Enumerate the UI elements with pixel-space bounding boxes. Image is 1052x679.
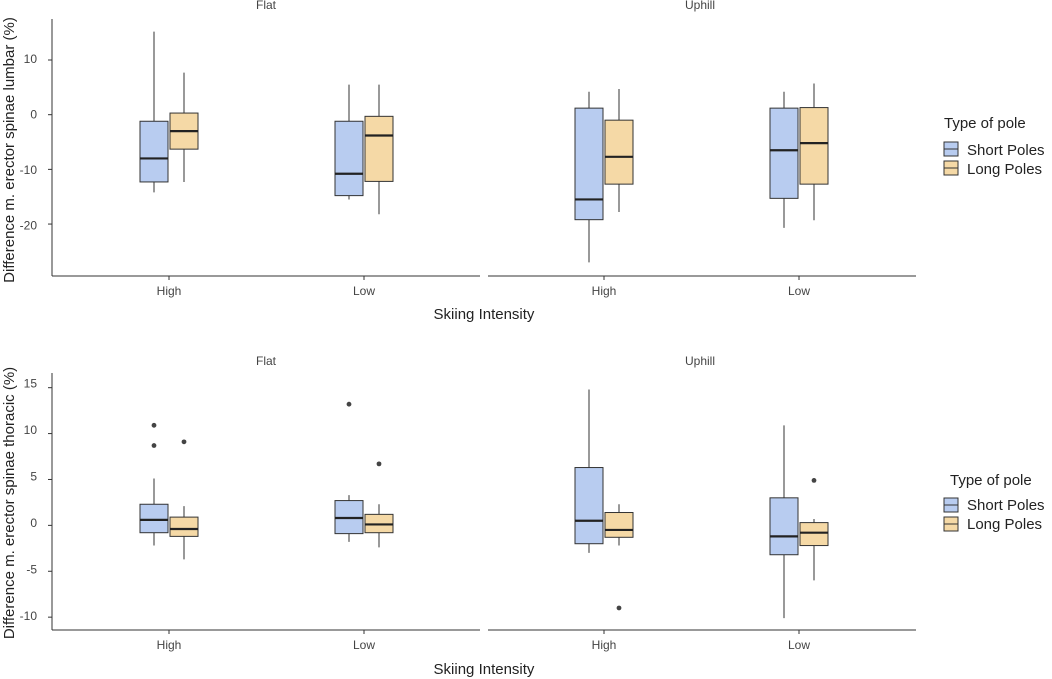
box-short-poles-flat-low bbox=[334, 401, 364, 542]
lumbar-chart: Flat Uphill 10 0 -10 -20 High Low High L… bbox=[1, 0, 1045, 323]
y-axis-title: Difference m. erector spinae lumbar (%) bbox=[1, 17, 18, 283]
panel-strip-uphill: Uphill bbox=[685, 354, 715, 368]
panel-strip-flat: Flat bbox=[256, 0, 277, 12]
outlier-point bbox=[376, 461, 382, 467]
legend-label-short-poles: Short Poles bbox=[967, 142, 1045, 159]
legend-label-long-poles: Long Poles bbox=[967, 516, 1042, 533]
x-tick-label: High bbox=[157, 284, 182, 298]
y-tick-label: 10 bbox=[24, 423, 38, 437]
outlier-point bbox=[811, 477, 817, 483]
x-tick-label: High bbox=[157, 638, 182, 652]
legend-title: Type of pole bbox=[950, 472, 1032, 489]
y-tick-label: 10 bbox=[24, 52, 38, 66]
box-body bbox=[769, 497, 799, 556]
y-tick-label: 5 bbox=[30, 470, 37, 484]
y-tick-label: -5 bbox=[26, 563, 37, 577]
box-body bbox=[769, 107, 799, 199]
y-tick-label: 0 bbox=[30, 516, 37, 530]
box-body bbox=[139, 120, 169, 183]
x-tick-label: Low bbox=[353, 638, 375, 652]
box-short-poles-flat-high bbox=[139, 31, 169, 193]
box-body bbox=[139, 503, 169, 534]
legend-label-short-poles: Short Poles bbox=[967, 497, 1045, 514]
box-short-poles-uphill-high bbox=[574, 91, 604, 263]
box-short-poles-uphill-high bbox=[574, 389, 604, 553]
y-tick-label: -10 bbox=[20, 609, 38, 623]
box-long-poles-uphill-low bbox=[799, 83, 829, 221]
box-body bbox=[574, 107, 604, 221]
y-tick-label: 15 bbox=[24, 377, 38, 391]
outlier-point bbox=[151, 422, 157, 428]
y-tick-label: -10 bbox=[20, 163, 38, 177]
outlier-point bbox=[181, 439, 187, 445]
y-tick-label: -20 bbox=[20, 219, 38, 233]
box-body bbox=[799, 522, 829, 547]
box-long-poles-flat-low bbox=[364, 84, 394, 215]
box-body bbox=[334, 120, 364, 197]
x-axis-title: Skiing Intensity bbox=[434, 306, 535, 323]
outlier-point bbox=[616, 605, 622, 611]
box-long-poles-flat-high bbox=[169, 72, 199, 182]
box-long-poles-uphill-high bbox=[604, 504, 634, 611]
outlier-point bbox=[346, 401, 352, 407]
x-tick-label: Low bbox=[353, 284, 375, 298]
panel-strip-flat: Flat bbox=[256, 354, 277, 368]
box-short-poles-uphill-low bbox=[769, 425, 799, 619]
box-short-poles-uphill-low bbox=[769, 91, 799, 228]
box-body bbox=[604, 512, 634, 538]
box-long-poles-flat-low bbox=[364, 461, 394, 548]
legend-title: Type of pole bbox=[944, 115, 1026, 132]
box-body bbox=[364, 115, 394, 182]
x-tick-label: Low bbox=[788, 284, 810, 298]
x-tick-label: High bbox=[592, 638, 617, 652]
box-body bbox=[604, 119, 634, 185]
box-long-poles-uphill-low bbox=[799, 477, 829, 581]
box-short-poles-flat-high bbox=[139, 422, 169, 546]
legend-label-long-poles: Long Poles bbox=[967, 161, 1042, 178]
box-long-poles-uphill-high bbox=[604, 88, 634, 213]
panel-strip-uphill: Uphill bbox=[685, 0, 715, 12]
x-tick-label: High bbox=[592, 284, 617, 298]
y-tick-label: 0 bbox=[30, 108, 37, 122]
x-tick-label: Low bbox=[788, 638, 810, 652]
thoracic-chart: Flat Uphill 15 10 5 0 -5 -10 High Low Hi… bbox=[1, 354, 1045, 678]
x-axis-title: Skiing Intensity bbox=[434, 661, 535, 678]
box-body bbox=[169, 516, 199, 537]
box-body bbox=[574, 467, 604, 545]
box-short-poles-flat-low bbox=[334, 84, 364, 200]
y-axis-title: Difference m. erector spinae thoracic (%… bbox=[1, 367, 18, 639]
box-body bbox=[799, 107, 829, 185]
box-long-poles-flat-high bbox=[169, 439, 199, 560]
outlier-point bbox=[151, 443, 157, 448]
